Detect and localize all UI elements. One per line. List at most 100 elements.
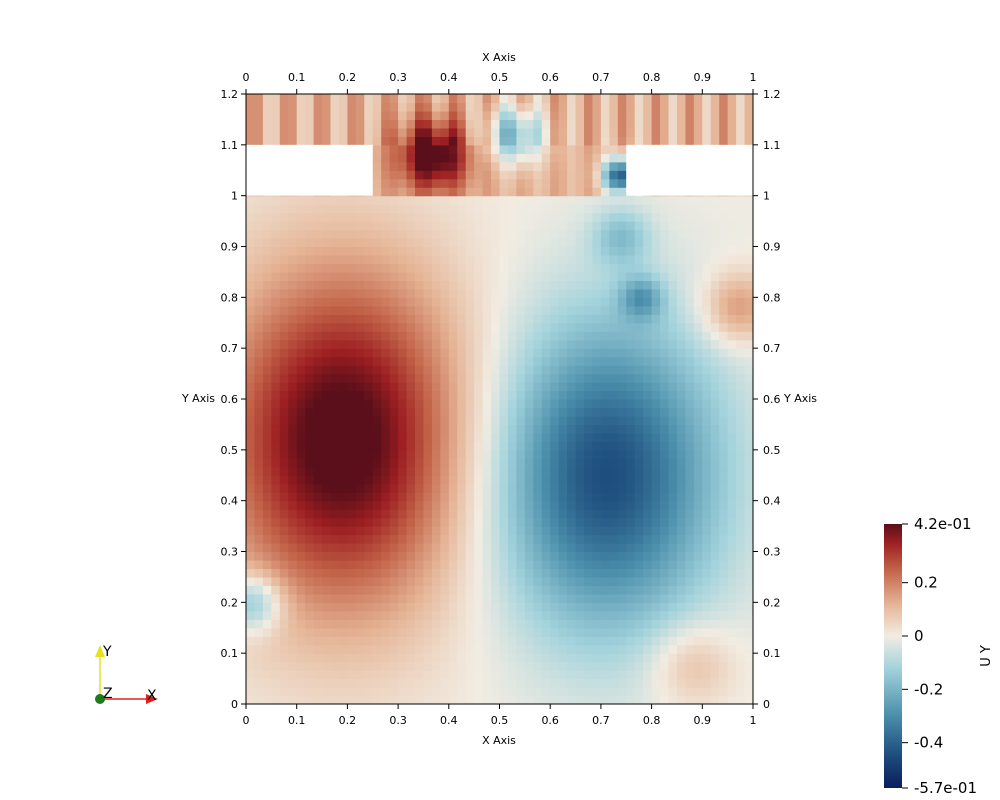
heatmap-cell <box>567 449 577 459</box>
heatmap-cell <box>372 305 382 315</box>
right-y-tick-label: 0.2 <box>763 596 781 609</box>
heatmap-cell <box>440 271 450 281</box>
heatmap-cell <box>600 161 610 171</box>
heatmap-cell <box>516 356 526 366</box>
heatmap-cell <box>533 458 543 468</box>
heatmap-cell <box>592 314 602 324</box>
heatmap-cell <box>651 576 661 586</box>
heatmap-cell <box>617 678 627 688</box>
heatmap-cell <box>423 280 433 290</box>
heatmap-cell <box>558 593 568 603</box>
heatmap-cell <box>262 305 272 315</box>
heatmap-cell <box>558 263 568 273</box>
heatmap-cell <box>550 187 560 197</box>
heatmap-cell <box>524 483 534 493</box>
heatmap-cell <box>609 212 619 222</box>
heatmap-cell <box>702 365 712 375</box>
heatmap-cell <box>685 441 695 451</box>
heatmap-cell <box>465 636 475 646</box>
heatmap-cell <box>372 551 382 561</box>
heatmap-cell <box>643 670 653 680</box>
heatmap-cell <box>710 331 720 341</box>
heatmap-cell <box>609 475 619 485</box>
heatmap-cell <box>507 322 517 332</box>
heatmap-cell <box>533 551 543 561</box>
heatmap-cell <box>305 415 315 426</box>
heatmap-cell <box>736 195 746 205</box>
heatmap-cell <box>415 399 425 409</box>
heatmap-cell <box>491 585 501 595</box>
heatmap-cell <box>423 585 433 595</box>
heatmap-cell <box>744 204 753 214</box>
heatmap-cell <box>431 314 441 324</box>
heatmap-cell <box>643 687 653 697</box>
heatmap-cell <box>372 441 382 451</box>
heatmap-cell <box>592 127 602 137</box>
heatmap-cell <box>651 670 661 680</box>
heatmap-cell <box>600 653 610 663</box>
heatmap-cell <box>491 534 501 544</box>
heatmap-cell <box>643 568 653 578</box>
heatmap-cell <box>693 492 703 502</box>
heatmap-cell <box>634 297 644 307</box>
heatmap-cell <box>541 305 551 315</box>
heatmap-cell <box>651 221 661 231</box>
heatmap-cell <box>398 373 408 383</box>
heatmap-cell <box>626 670 636 680</box>
heatmap-cell <box>693 229 703 239</box>
heatmap-cell <box>567 271 577 281</box>
heatmap-cell <box>617 526 627 536</box>
heatmap-cell <box>271 492 281 502</box>
heatmap-cell <box>575 212 585 222</box>
heatmap-cell <box>499 415 509 426</box>
heatmap-cell <box>296 509 306 519</box>
heatmap-cell <box>355 441 365 451</box>
heatmap-cell <box>541 509 551 519</box>
heatmap-cell <box>524 161 534 171</box>
heatmap-cell <box>415 670 425 680</box>
heatmap-cell <box>381 687 391 697</box>
heatmap-cell <box>296 407 306 417</box>
heatmap-cell <box>355 271 365 281</box>
heatmap-cell <box>431 288 441 298</box>
heatmap-cell <box>685 695 695 704</box>
heatmap-cell <box>440 212 450 222</box>
heatmap-cell <box>558 254 568 265</box>
heatmap-cell <box>710 136 720 146</box>
heatmap-cell <box>499 153 509 163</box>
heatmap-cell <box>744 526 753 536</box>
heatmap-cell <box>693 500 703 510</box>
heatmap-cell <box>533 254 543 265</box>
heatmap-cell <box>719 382 729 392</box>
heatmap-cell <box>676 543 686 553</box>
heatmap-cell <box>685 119 695 129</box>
heatmap-cell <box>719 94 729 104</box>
heatmap-cell <box>474 187 484 197</box>
heatmap-cell <box>626 568 636 578</box>
heatmap-cell <box>313 653 323 663</box>
heatmap-cell <box>643 348 653 358</box>
heatmap-cell <box>550 526 560 536</box>
heatmap-cell <box>423 424 433 434</box>
heatmap-cell <box>389 678 399 688</box>
heatmap-cell <box>423 178 433 188</box>
heatmap-cell <box>643 695 653 704</box>
heatmap-cell <box>507 559 517 570</box>
heatmap-cell <box>499 136 509 146</box>
heatmap-cell <box>516 365 526 375</box>
heatmap-cell <box>482 356 492 366</box>
heatmap-cell <box>440 576 450 586</box>
heatmap-cell <box>668 229 678 239</box>
heatmap-cell <box>482 280 492 290</box>
heatmap-cell <box>355 483 365 493</box>
heatmap-cell <box>288 585 298 595</box>
heatmap-cell <box>524 653 534 663</box>
heatmap-cell <box>288 509 298 519</box>
heatmap-cell <box>288 458 298 468</box>
heatmap-cell <box>626 373 636 383</box>
heatmap-cell <box>457 619 467 629</box>
heatmap-cell <box>457 661 467 671</box>
heatmap-cell <box>364 127 374 137</box>
heatmap-cell <box>338 373 348 383</box>
heatmap-cell <box>254 102 264 112</box>
